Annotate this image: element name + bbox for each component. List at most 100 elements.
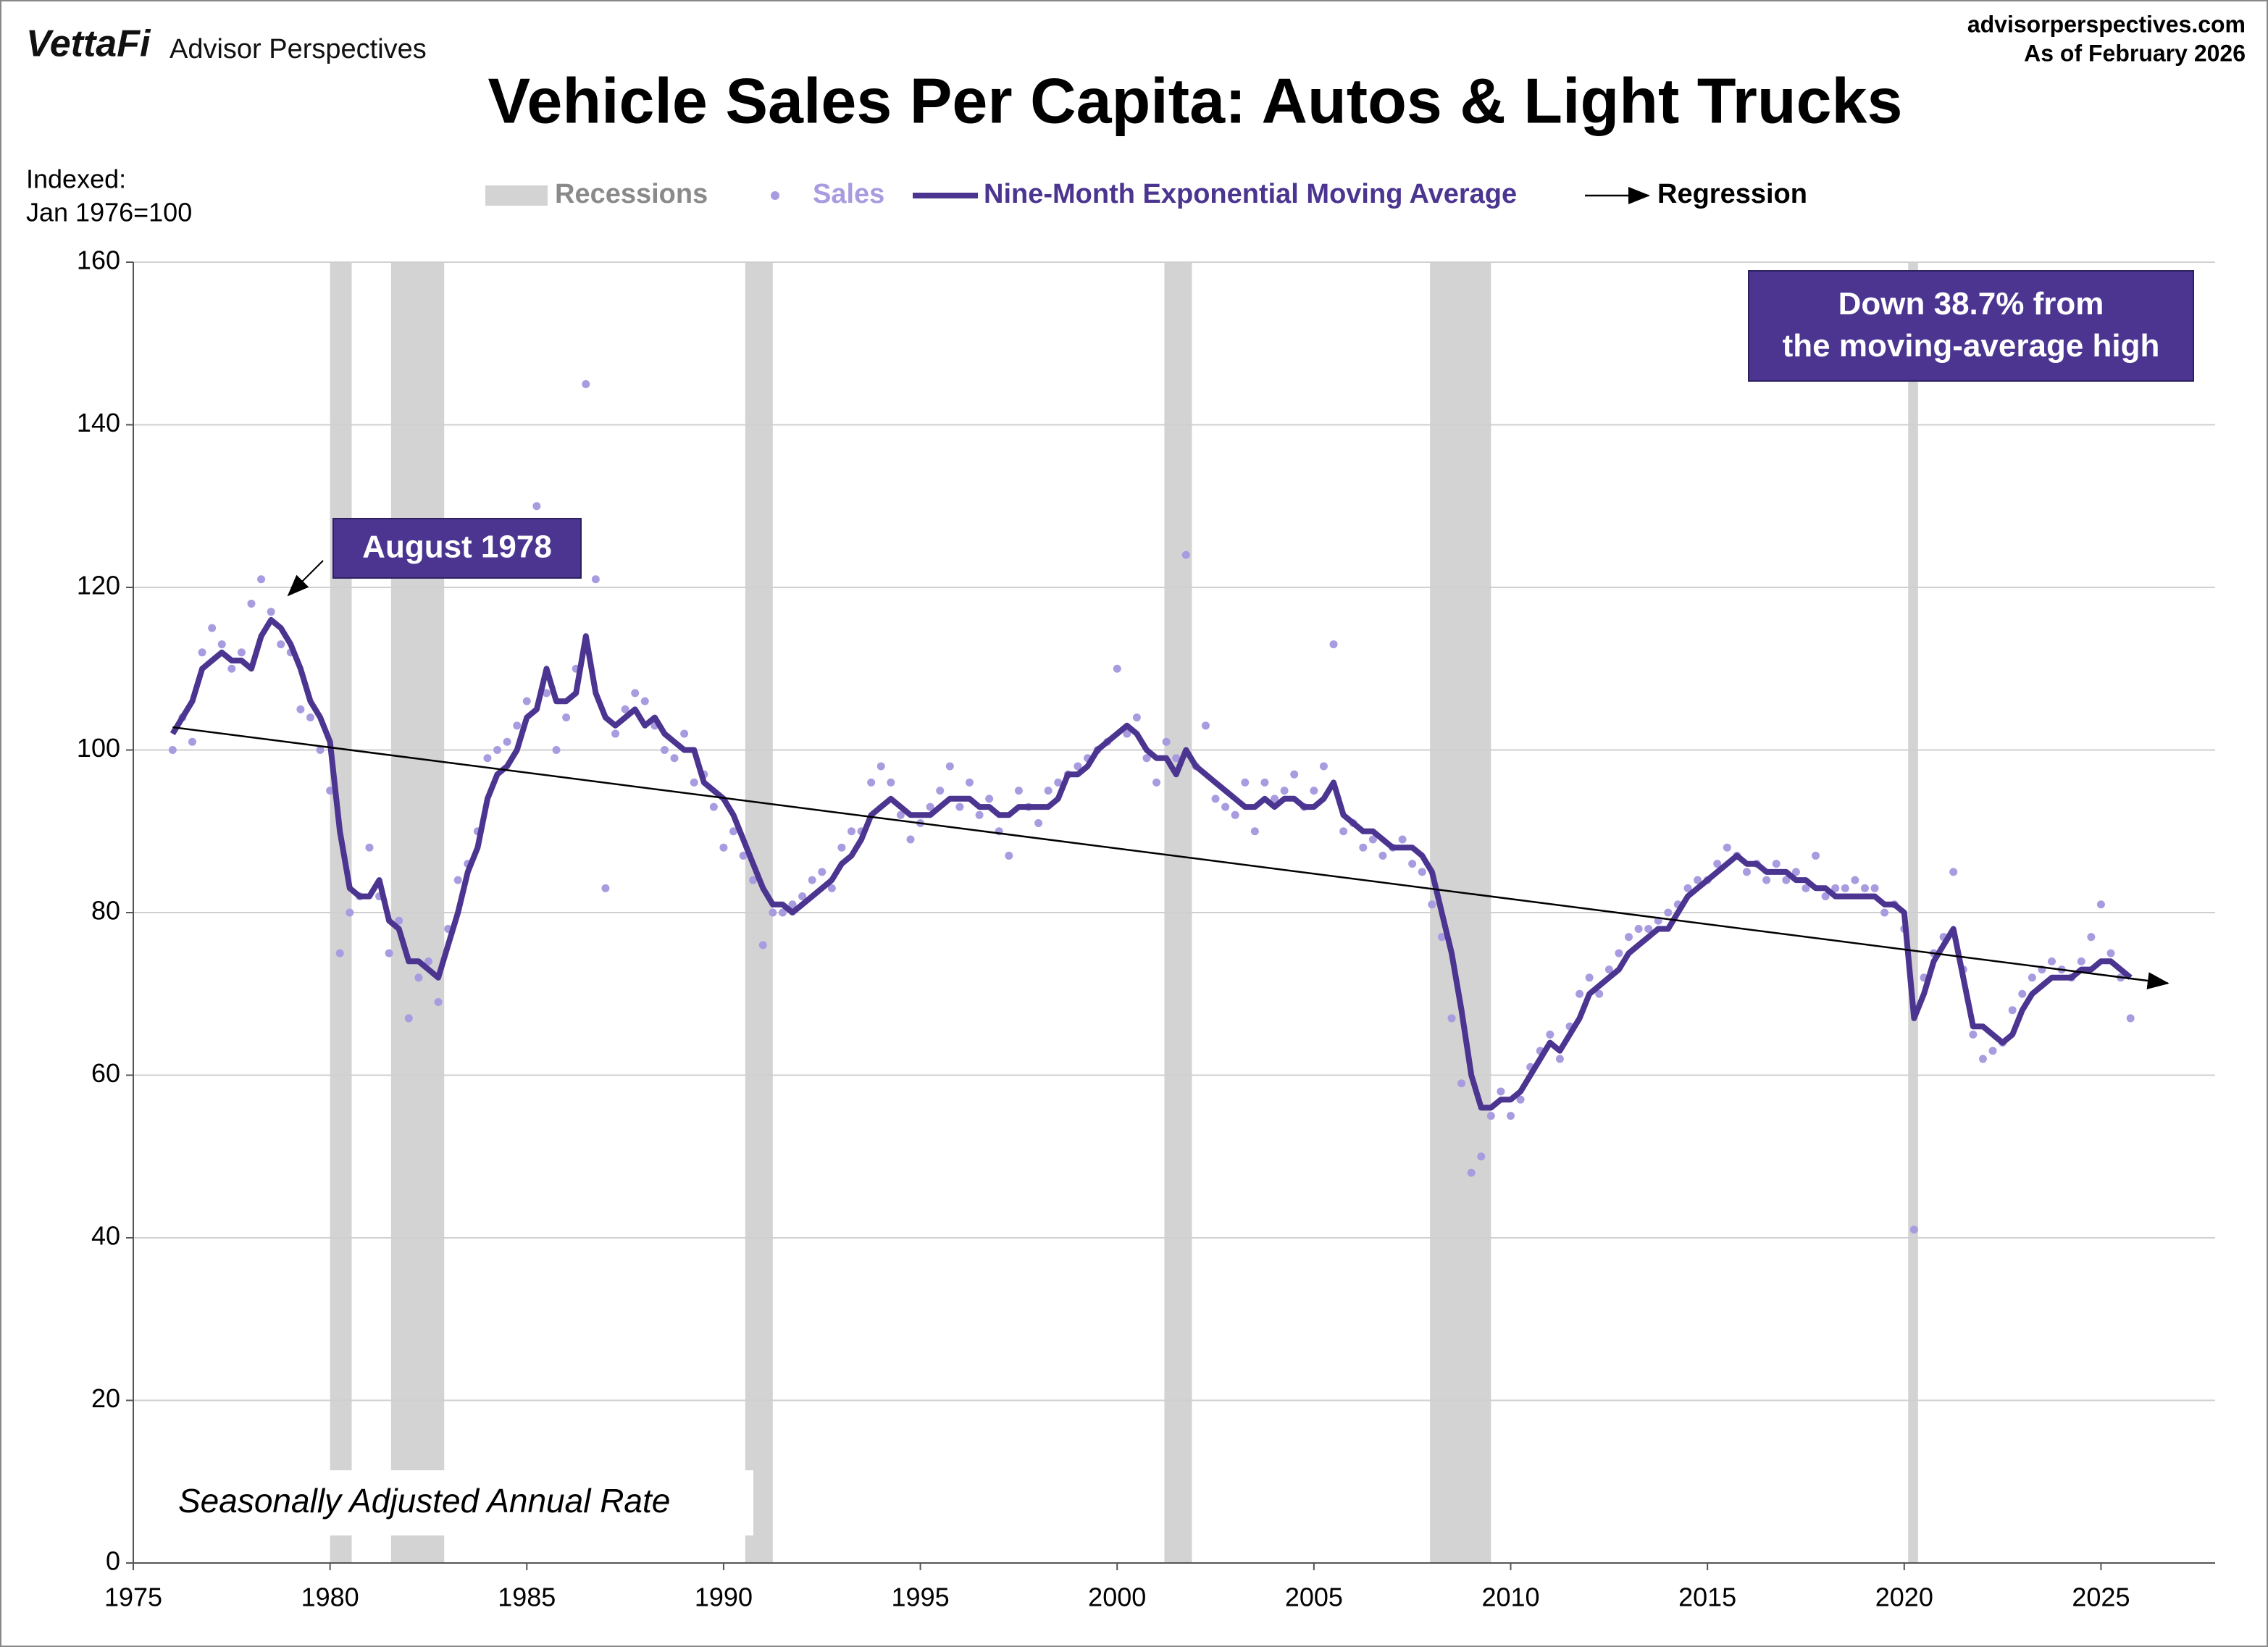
sales-point [503, 737, 511, 746]
sales-point [1181, 550, 1190, 559]
annotation-box [332, 518, 582, 579]
sales-point [1310, 787, 1318, 795]
sales-point [1290, 770, 1299, 779]
sales-point [1319, 762, 1328, 771]
sales-point [434, 997, 443, 1006]
sales-point [837, 843, 846, 852]
sales-point [827, 884, 836, 892]
sales-point [758, 941, 767, 950]
sales-point [385, 949, 393, 957]
y-tick-label: 20 [91, 1383, 120, 1413]
sales-point [1044, 787, 1053, 795]
x-tick-label: 2005 [1285, 1583, 1343, 1612]
sales-point [1831, 884, 1840, 892]
sales-point [1683, 884, 1692, 892]
sales-point [1841, 884, 1849, 892]
sales-point [601, 884, 610, 892]
sales-point [316, 746, 325, 754]
sales-point [414, 973, 423, 982]
sales-point [926, 802, 934, 811]
sales-point [208, 624, 217, 632]
sales-point [808, 876, 816, 884]
sales-point [1339, 827, 1348, 836]
sales-point [1123, 729, 1131, 738]
sales-point [1546, 1030, 1554, 1039]
sales-point [1880, 908, 1889, 917]
y-tick-label: 80 [91, 896, 120, 926]
sales-point [296, 705, 305, 713]
sales-point [2126, 1014, 2135, 1023]
sales-point [680, 729, 689, 738]
sales-point [749, 876, 758, 884]
sales-point [660, 746, 669, 754]
x-tick-label: 2025 [2072, 1583, 2130, 1612]
sales-point [1418, 868, 1426, 876]
sales-point [896, 810, 905, 819]
sales-point [848, 827, 856, 836]
sales-point [532, 502, 541, 511]
sales-point [1909, 1225, 1918, 1234]
sales-point [1152, 778, 1161, 787]
sales-point [1113, 664, 1121, 673]
sales-point [552, 746, 561, 754]
sales-point [2077, 957, 2085, 965]
sales-point [1280, 787, 1289, 795]
sales-point [1378, 851, 1387, 860]
sales-point [542, 689, 551, 697]
sales-point [404, 1014, 413, 1023]
sales-point [1762, 876, 1771, 884]
sales-point [709, 802, 718, 811]
sales-point [2008, 1006, 2017, 1015]
sales-point [1162, 737, 1171, 746]
sales-point [365, 843, 374, 852]
x-tick-label: 1985 [498, 1583, 556, 1612]
legend-label: Recessions [555, 179, 708, 209]
sales-point [326, 787, 335, 795]
sales-point [1034, 819, 1043, 828]
sales-point [483, 754, 492, 763]
ema-line [170, 616, 2133, 1111]
sales-point [346, 908, 354, 917]
sales-point [1005, 851, 1013, 860]
sales-point [769, 908, 777, 917]
x-tick-label: 1980 [301, 1583, 359, 1612]
sales-point [2018, 989, 2027, 998]
sales-point [1271, 795, 1279, 803]
sales-point [1988, 1047, 1997, 1055]
sales-point [1634, 924, 1643, 933]
sales-point [1211, 795, 1220, 803]
sales-point [591, 575, 600, 584]
sales-point [1978, 1055, 1987, 1063]
sales-point [1742, 868, 1751, 876]
x-tick-label: 1995 [892, 1583, 950, 1612]
sales-point [1428, 900, 1436, 909]
site: advisorperspectives.com [1967, 11, 2246, 37]
sales-point [1172, 754, 1181, 763]
sales-point [1250, 827, 1259, 836]
annotation: Down 38.7% from the moving-average high [1783, 286, 2160, 364]
sales-point [621, 705, 629, 713]
y-tick-label: 60 [91, 1058, 120, 1088]
sales-point [1812, 851, 1820, 860]
sales-point [818, 868, 827, 876]
sales-point [277, 640, 285, 649]
sales-point [1507, 1112, 1515, 1120]
sales-point [1585, 973, 1594, 982]
sales-point [1014, 787, 1023, 795]
y-tick-label: 160 [77, 246, 120, 275]
sales-point [1860, 884, 1869, 892]
sales-point [1447, 1014, 1456, 1023]
sales-point [1201, 721, 1210, 730]
legend-swatch [485, 185, 548, 206]
y-tick-label: 0 [106, 1546, 120, 1576]
sales-point [729, 827, 738, 836]
brand: VettaFi [26, 23, 151, 65]
sales-point [867, 778, 876, 787]
sales-point [1241, 778, 1250, 787]
sales-point [1368, 835, 1377, 844]
annotation-box [1748, 270, 2194, 382]
sales-point [1615, 949, 1623, 957]
sales-point [1802, 884, 1810, 892]
sales-point [611, 729, 620, 738]
